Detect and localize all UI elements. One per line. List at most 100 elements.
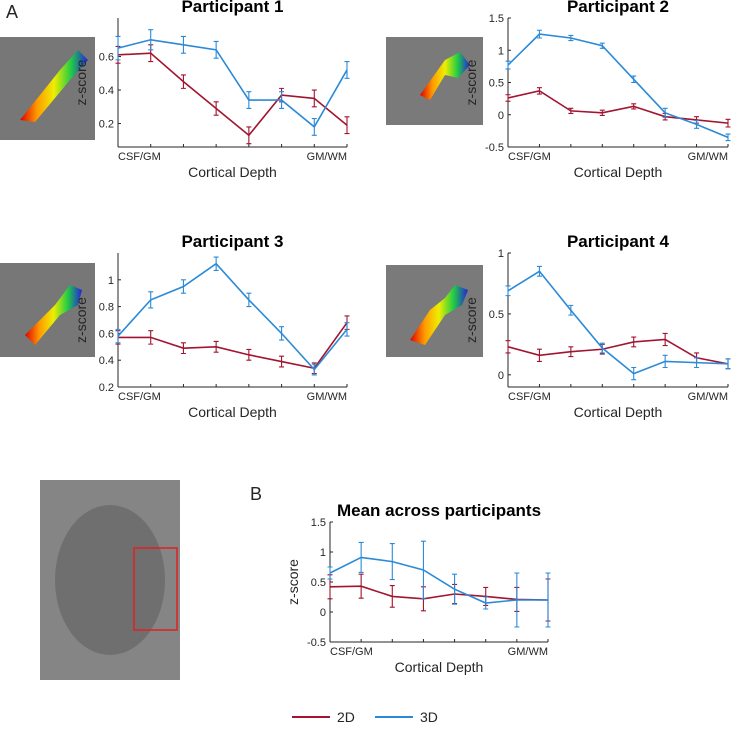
- error-bar: [662, 332, 668, 347]
- error-bar: [246, 292, 252, 308]
- error-bar: [213, 256, 219, 271]
- data-line: [507, 338, 729, 365]
- error-bar: [311, 363, 317, 376]
- y-axis-label: z-score: [73, 297, 89, 343]
- x-tick-label: GM/WM: [508, 646, 548, 658]
- x-tick-label: GM/WM: [307, 151, 347, 163]
- error-bar: [148, 330, 154, 345]
- y-tick-label: 0: [498, 370, 504, 382]
- error-bar: [420, 540, 426, 600]
- y-tick-label: 0.4: [99, 355, 114, 367]
- y-tick-label: 0.8: [99, 302, 114, 314]
- error-bar: [311, 89, 317, 108]
- y-tick-label: 0.2: [99, 119, 114, 131]
- chart-title: Mean across participants: [337, 501, 541, 520]
- error-bar: [344, 322, 350, 337]
- x-tick-label: GM/WM: [688, 391, 728, 403]
- error-bar: [662, 354, 668, 369]
- x-axis-label: Cortical Depth: [574, 404, 663, 420]
- legend-label: 3D: [420, 709, 438, 725]
- error-bar: [662, 107, 668, 118]
- error-bar: [279, 355, 285, 368]
- error-bar: [545, 572, 551, 628]
- error-bar: [246, 348, 252, 361]
- error-bar: [568, 107, 574, 115]
- error-bar: [180, 279, 186, 294]
- y-tick-label: 1.5: [311, 517, 326, 529]
- x-tick-label: CSF/GM: [118, 391, 161, 403]
- y-tick-label: 1: [320, 547, 326, 559]
- panel-letter: A: [6, 2, 18, 22]
- error-bar: [536, 29, 542, 39]
- y-tick-label: 0.4: [99, 85, 114, 97]
- chart-title: Participant 1: [181, 0, 283, 16]
- y-tick-label: 1: [498, 45, 504, 57]
- error-bar: [536, 87, 542, 95]
- x-tick-label: CSF/GM: [118, 151, 161, 163]
- error-bar: [213, 340, 219, 353]
- panel-letter: B: [250, 484, 262, 504]
- error-bar: [694, 357, 700, 369]
- y-tick-label: 0.2: [99, 382, 114, 394]
- error-bar: [568, 346, 574, 358]
- legend: 2D 3D: [292, 709, 438, 725]
- error-bar: [568, 34, 574, 42]
- x-axis-label: Cortical Depth: [574, 164, 663, 180]
- error-bar: [505, 94, 511, 102]
- x-tick-label: GM/WM: [307, 391, 347, 403]
- legend-label: 2D: [337, 709, 355, 725]
- error-bar: [327, 566, 333, 580]
- error-bar: [452, 573, 458, 605]
- y-tick-label: -0.5: [307, 637, 326, 649]
- error-bar: [213, 40, 219, 59]
- y-tick-label: -0.5: [485, 142, 504, 154]
- error-bar: [631, 75, 637, 84]
- y-tick-label: 1: [108, 275, 114, 287]
- y-axis-label: z-score: [285, 559, 301, 605]
- error-bar: [246, 126, 252, 145]
- error-bar: [279, 326, 285, 341]
- error-bar: [246, 91, 252, 110]
- error-bar: [148, 29, 154, 51]
- error-bar: [180, 342, 186, 355]
- y-tick-label: 0: [498, 110, 504, 122]
- error-bar: [536, 265, 542, 277]
- x-tick-label: GM/WM: [688, 151, 728, 163]
- data-line: [507, 270, 729, 375]
- data-line: [507, 90, 729, 124]
- error-bar: [514, 572, 520, 628]
- error-bar: [213, 101, 219, 116]
- x-tick-label: CSF/GM: [508, 391, 551, 403]
- error-bar: [115, 35, 121, 61]
- chart-title: Participant 2: [567, 0, 669, 16]
- data-line: [117, 52, 348, 137]
- error-bar: [631, 103, 637, 110]
- x-axis-label: Cortical Depth: [188, 164, 277, 180]
- data-line: [117, 262, 348, 371]
- error-bar: [694, 120, 700, 129]
- x-tick-label: CSF/GM: [330, 646, 373, 658]
- error-bar: [148, 291, 154, 309]
- y-tick-label: 0.6: [99, 328, 114, 340]
- error-bar: [180, 35, 186, 54]
- y-axis-label: z-score: [73, 59, 89, 105]
- y-tick-label: 0.5: [489, 309, 504, 321]
- error-bar: [389, 585, 395, 608]
- error-bar: [536, 348, 542, 362]
- error-bar: [725, 358, 731, 370]
- y-tick-label: 1.5: [489, 13, 504, 25]
- error-bar: [115, 328, 121, 344]
- error-bar: [599, 342, 605, 354]
- error-bar: [180, 74, 186, 89]
- x-axis-label: Cortical Depth: [395, 659, 484, 675]
- error-bar: [505, 285, 511, 297]
- error-bar: [344, 116, 350, 135]
- data-line: [507, 33, 729, 139]
- error-bar: [631, 366, 637, 381]
- data-line: [118, 322, 348, 370]
- y-tick-label: 0: [320, 607, 326, 619]
- error-bar: [568, 304, 574, 316]
- error-bar: [358, 541, 364, 573]
- error-bar: [599, 42, 605, 49]
